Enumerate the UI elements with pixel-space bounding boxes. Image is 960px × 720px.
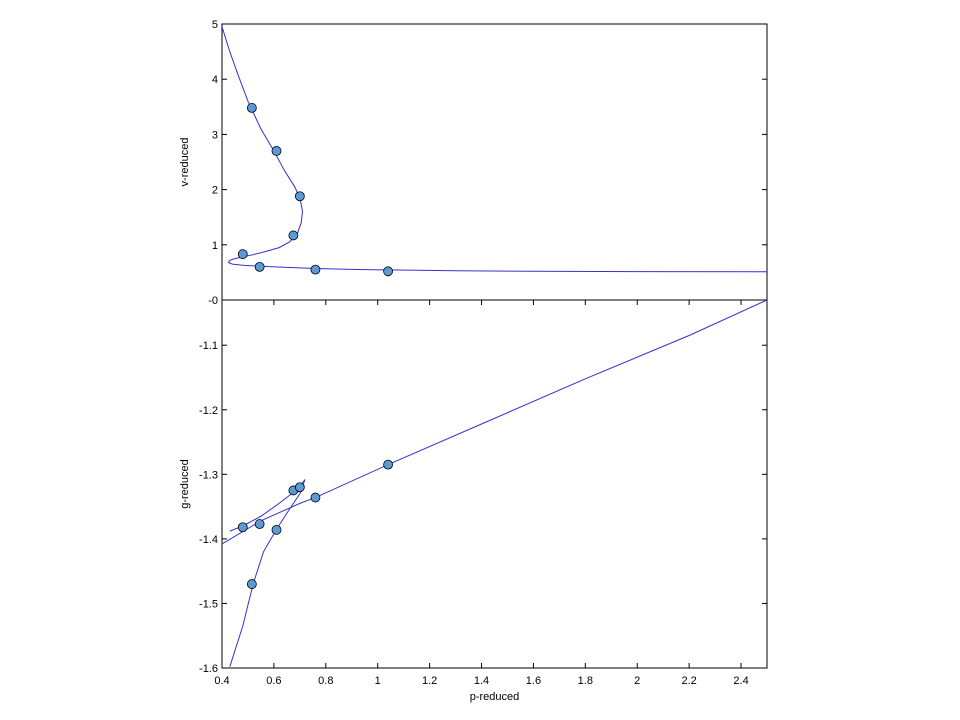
y-tick-label: 5 bbox=[212, 19, 218, 31]
bottom-chart-panel: -1.6 -1.5 -1.4 -1.3 -1.2 -1.1 0.4 0.6 0.8 1 1.2 1.4… bbox=[179, 299, 768, 703]
y-tick-label: -0 bbox=[208, 295, 218, 307]
y-tick-label: -1.6 bbox=[199, 663, 218, 675]
x-tick-label: 2.2 bbox=[681, 675, 696, 687]
y-tick-label: 4 bbox=[212, 74, 218, 86]
x-tick-label: 0.8 bbox=[318, 675, 333, 687]
data-point bbox=[310, 492, 321, 503]
data-point bbox=[237, 522, 248, 533]
plot-area bbox=[221, 23, 768, 301]
data-point bbox=[294, 191, 305, 202]
x-tick-label: 1.8 bbox=[578, 675, 593, 687]
y-tick-label: -1.2 bbox=[199, 405, 218, 417]
x-tick-label: 1 bbox=[375, 675, 381, 687]
x-tick-label: 0.6 bbox=[266, 675, 281, 687]
data-point bbox=[383, 266, 393, 277]
x-tick-label: 1.6 bbox=[526, 675, 541, 687]
data-point bbox=[254, 261, 265, 272]
data-point bbox=[271, 146, 282, 156]
y-tick-label: 2 bbox=[212, 185, 218, 197]
x-axis-label: p-reduced bbox=[470, 691, 520, 703]
y-axis-label: g-reduced bbox=[179, 459, 191, 509]
y-tick-label: 1 bbox=[212, 240, 218, 252]
series-group bbox=[222, 300, 767, 667]
data-point bbox=[288, 230, 299, 241]
y-axis-label: v-reduced bbox=[179, 138, 191, 187]
data-point bbox=[383, 459, 393, 470]
data-point bbox=[246, 579, 257, 589]
y-tick-label: -1.5 bbox=[199, 598, 218, 610]
x-tick-label: 1.4 bbox=[474, 675, 489, 687]
y-tick-label: -1.4 bbox=[199, 534, 218, 546]
y-tick-label: 3 bbox=[212, 129, 218, 141]
x-tick-label: 0.4 bbox=[214, 675, 229, 687]
x-tick-label: 2 bbox=[634, 675, 640, 687]
data-point bbox=[271, 524, 282, 535]
series-group bbox=[222, 26, 767, 277]
data-point bbox=[310, 264, 321, 275]
data-point bbox=[246, 103, 257, 113]
data-point bbox=[237, 249, 248, 260]
top-chart-panel: -0 1 2 3 4 5 v-reduced bbox=[179, 19, 768, 307]
data-point bbox=[254, 519, 265, 529]
x-tick-label: 2.4 bbox=[733, 675, 748, 687]
plot-area bbox=[221, 299, 768, 669]
y-tick-label: -1.3 bbox=[199, 469, 218, 481]
data-point bbox=[294, 482, 305, 493]
y-tick-label: -1.1 bbox=[199, 340, 218, 352]
x-tick-label: 1.2 bbox=[422, 675, 437, 687]
